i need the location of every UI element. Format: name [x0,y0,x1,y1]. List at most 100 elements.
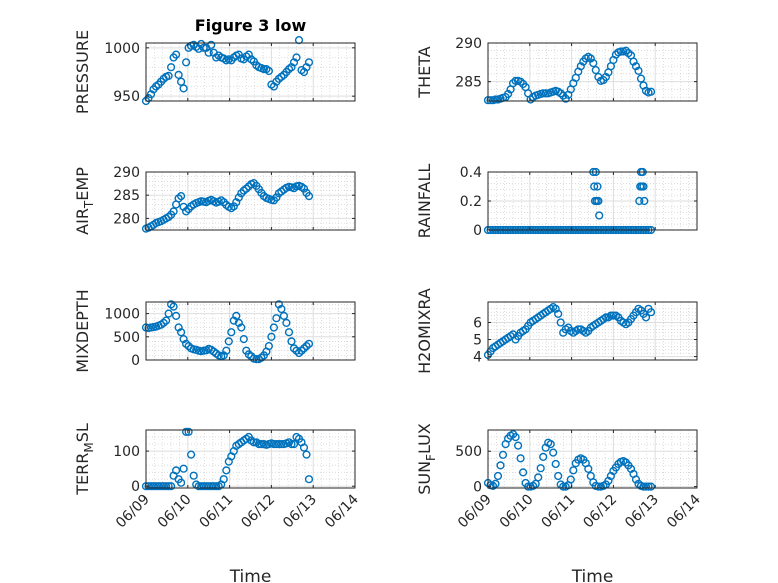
data-point [631,62,641,71]
data-point [646,87,656,96]
data-point [606,311,616,320]
y-tick-label: 0 [473,223,482,239]
x-tick-label: 06/11 [197,492,237,532]
subplot-7: 06/09 06/10 06/11 06/12 06/13 06/14 0 100 TERRMS… [73,423,362,583]
y-axis-label: MIXDEPTH [73,289,92,372]
data-point [257,440,266,449]
y-tick-label: 1000 [104,41,140,57]
data-point [257,353,266,362]
data-point [641,482,651,491]
y-tick-label: 0 [131,479,140,495]
y-tick-label: 290 [455,36,482,52]
data-point [189,471,198,480]
data-point [639,182,648,191]
data-point [591,65,600,75]
data-point [182,58,191,67]
data-point [222,346,231,355]
data-point [516,454,525,463]
data-point [179,202,188,211]
data-point [574,325,583,334]
y-axis-label: THETA [415,46,434,98]
x-tick-label: 06/13 [622,492,662,532]
plot-area [146,302,355,360]
y-axis-label: SUNFLUX [415,423,438,495]
data-point [259,64,269,74]
data-point [569,466,578,475]
minor-grid [488,172,697,230]
data-point [486,96,495,105]
data-point [601,72,611,82]
data-point [636,74,646,83]
data-point [554,309,563,319]
data-point [292,346,301,355]
data-point [629,57,638,66]
data-point [551,459,560,469]
y-axis-label-text: RAINFALL [415,164,434,239]
data-point [289,440,299,449]
data-point [631,475,641,484]
y-axis-label: RAINFALL [415,164,434,239]
data-point [164,482,173,491]
y-axis-label: PRESSURE [73,30,92,114]
x-tick-label: 06/11 [539,492,579,532]
data-point [151,482,161,491]
y-tick-label: 500 [455,444,482,460]
x-tick-label: 06/14 [664,491,704,531]
data-point [174,194,183,203]
data-point [513,441,523,450]
data-point [237,323,246,332]
data-point [302,342,311,351]
data-point [590,182,599,191]
data-point [242,184,251,193]
y-tick-label: 0.2 [460,194,482,210]
data-markers [141,300,314,364]
data-point [164,212,173,222]
data-point [491,479,500,488]
data-point [634,66,643,75]
y-tick-label: 4 [473,350,482,366]
data-point [177,192,186,201]
data-point [179,464,188,473]
data-point [234,318,243,328]
data-point [164,71,173,81]
data-point [177,328,186,337]
data-point [621,46,631,55]
data-point [156,482,166,491]
data-point [534,473,543,482]
data-point [229,202,238,211]
data-point [227,328,236,337]
data-point [526,95,535,104]
y-axis-label: H2OMIXRA [415,288,434,374]
data-point [559,482,568,491]
data-point [504,89,513,99]
data-point [491,95,500,104]
y-axis-label: AIRTEMP [73,167,96,235]
data-point [209,482,218,491]
data-point [277,304,286,314]
y-tick-label: 5 [473,333,482,349]
data-point [589,58,598,68]
data-point [167,63,176,72]
data-point [294,35,304,45]
x-tick-label: 06/12 [238,492,278,532]
data-point [498,450,508,459]
y-tick-label: 6 [473,315,482,331]
data-point [269,440,279,449]
y-tick-label: 0.4 [460,165,482,181]
y-axis-label-text: THETA [415,46,434,98]
data-point [593,182,602,191]
y-axis-label-text: TERR [73,453,92,496]
data-point [493,471,503,481]
data-point [508,79,518,88]
data-point [640,196,649,206]
y-axis-label-text: AIR [73,208,92,235]
y-axis-label-subscript: M [82,442,96,452]
data-point [274,440,284,449]
data-point [254,440,264,449]
data-point [224,337,233,346]
data-point [536,464,545,473]
data-point [187,450,196,459]
data-point [204,48,213,57]
data-point [272,314,281,323]
data-markers [141,179,314,233]
